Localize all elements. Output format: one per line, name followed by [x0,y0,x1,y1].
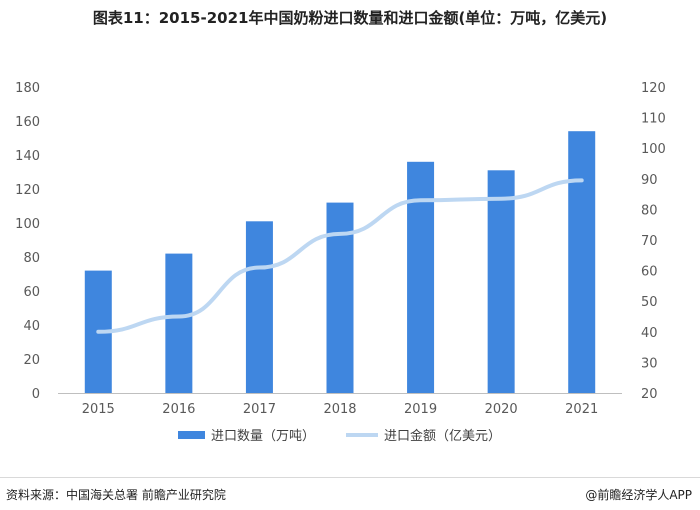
x-tick-label: 2016 [162,402,195,417]
x-tick-label: 2018 [323,402,356,417]
dual-axis-chart: 0 20 40 60 80 100 120 140 160 180 20 30 40 50 60 70 80 9… [15,81,666,444]
legend: 进口数量（万吨） 进口金额（亿美元） [178,428,501,444]
bar-2021 [568,131,596,393]
right-tick-label: 110 [641,112,666,127]
footer-divider [0,477,700,478]
brand-credit: @前瞻经济学人APP [585,488,692,502]
bar-2020 [487,170,515,393]
legend-bar-swatch [178,431,205,439]
right-tick-label: 100 [641,142,666,157]
legend-line-label: 进口金额（亿美元） [384,428,501,444]
bar-2017 [245,221,273,393]
left-tick-label: 80 [23,251,40,266]
left-tick-label: 100 [15,217,40,232]
x-tick-label: 2021 [565,402,598,417]
x-tick-label: 2019 [404,402,437,417]
right-tick-label: 50 [641,295,658,310]
left-tick-label: 20 [23,353,40,368]
right-tick-label: 60 [641,265,658,280]
source-note: 资料来源：中国海关总署 前瞻产业研究院 [6,488,226,502]
right-tick-label: 30 [641,356,658,371]
line-series [96,178,584,334]
right-tick-label: 120 [641,81,666,96]
bar-series [84,131,596,393]
right-tick-label: 40 [641,326,658,341]
amount-line [96,178,584,334]
x-tick-label: 2020 [485,402,518,417]
right-tick-label: 80 [641,203,658,218]
right-tick-label: 20 [641,387,658,402]
bar-2019 [407,161,435,393]
left-tick-label: 0 [32,387,40,402]
left-tick-label: 180 [15,81,40,96]
chart-title: 图表11：2015-2021年中国奶粉进口数量和进口金额(单位：万吨，亿美元) [92,9,608,27]
x-tick-label: 2017 [243,402,276,417]
right-tick-label: 90 [641,173,658,188]
bar-2016 [165,253,193,393]
right-axis-ticks: 20 30 40 50 60 70 80 90 100 110 120 [641,81,666,402]
legend-bar-label: 进口数量（万吨） [211,429,315,444]
left-tick-label: 120 [15,183,40,198]
right-tick-label: 70 [641,234,658,249]
left-tick-label: 40 [23,319,40,334]
x-tick-label: 2015 [82,402,115,417]
left-tick-label: 160 [15,115,40,130]
left-tick-label: 140 [15,149,40,164]
left-axis-ticks: 0 20 40 60 80 100 120 140 160 180 [15,81,40,402]
left-tick-label: 60 [23,285,40,300]
x-axis-ticks: 2015 2016 2017 2018 2019 2020 2021 [82,402,599,417]
